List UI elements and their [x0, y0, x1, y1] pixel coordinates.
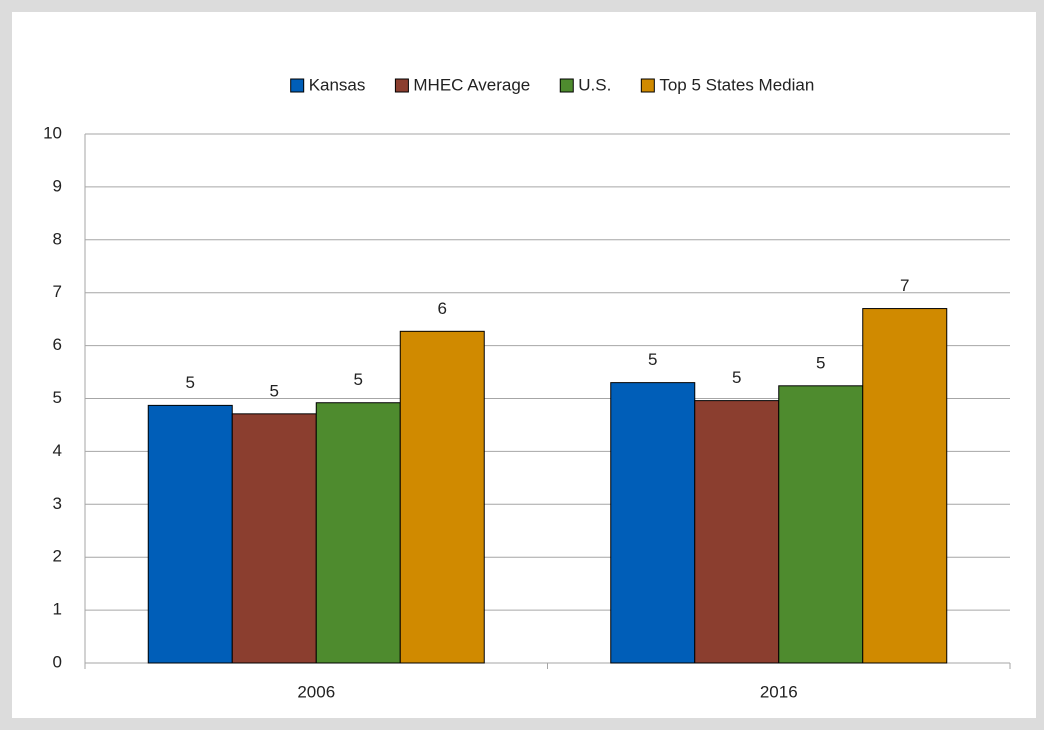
legend-label: Top 5 States Median: [659, 75, 814, 94]
value-label: 5: [354, 370, 363, 389]
bar: [694, 400, 780, 664]
y-tick-label: 5: [53, 388, 62, 407]
legend-label: U.S.: [578, 75, 611, 94]
y-tick-label: 2: [53, 547, 62, 566]
y-tick-label: 6: [53, 335, 62, 354]
bar: [778, 385, 864, 664]
bar: [399, 330, 485, 664]
legend-label: MHEC Average: [413, 75, 530, 94]
bar: [862, 308, 948, 664]
value-label: 6: [438, 299, 447, 318]
value-label: 7: [900, 276, 909, 295]
legend-swatch: [394, 78, 409, 93]
bar: [315, 402, 401, 664]
legend-swatch: [640, 78, 655, 93]
value-label: 5: [270, 381, 279, 400]
y-tick-label: 1: [53, 600, 62, 619]
legend: Kansas MHEC Average U.S. Top 5 States Media…: [290, 75, 814, 94]
y-tick-label: 9: [53, 176, 62, 195]
value-label: 5: [732, 368, 741, 387]
bar: [231, 413, 317, 664]
value-label: 5: [186, 373, 195, 392]
value-label: 5: [816, 353, 825, 372]
bar: [610, 382, 696, 664]
y-tick-label: 3: [53, 494, 62, 513]
bar: [147, 404, 233, 664]
legend-swatch: [559, 78, 574, 93]
value-label: 5: [648, 350, 657, 369]
legend-label: Kansas: [309, 75, 366, 94]
x-tick-label: 2006: [297, 682, 335, 701]
legend-swatch: [290, 78, 305, 93]
x-tick-label: 2016: [760, 682, 798, 701]
y-tick-label: 7: [53, 282, 62, 301]
y-tick-label: 8: [53, 229, 62, 248]
y-tick-label: 10: [43, 123, 62, 142]
y-tick-label: 0: [53, 652, 62, 671]
y-tick-label: 4: [53, 441, 62, 460]
